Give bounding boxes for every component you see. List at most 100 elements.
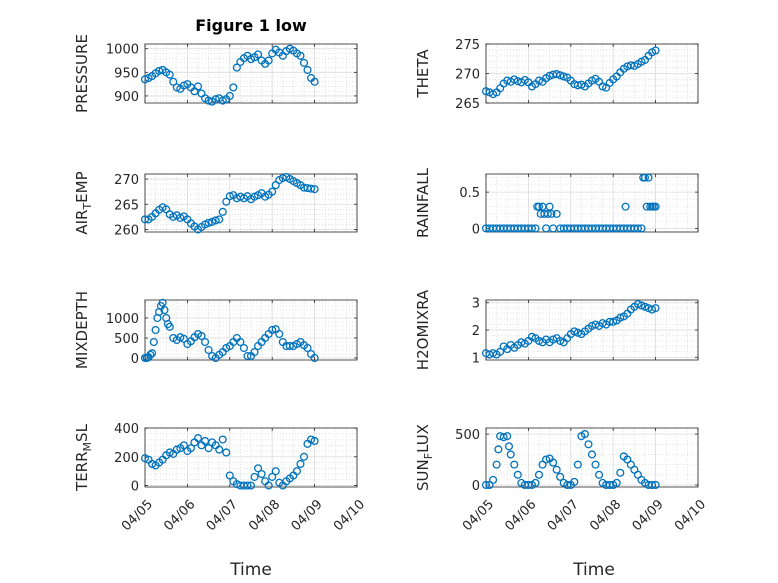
y-axis-label: PRESSURE bbox=[73, 34, 91, 113]
plot-area bbox=[145, 44, 357, 103]
data-point bbox=[172, 83, 181, 92]
data-point bbox=[310, 436, 319, 446]
data-point bbox=[598, 82, 607, 91]
data-point bbox=[549, 458, 558, 467]
data-point bbox=[543, 209, 552, 218]
data-point bbox=[140, 215, 150, 224]
data-point bbox=[307, 184, 316, 193]
data-point bbox=[225, 471, 234, 480]
plot-area bbox=[486, 174, 698, 232]
data-point bbox=[612, 478, 621, 487]
data-point bbox=[570, 327, 579, 336]
data-point bbox=[481, 480, 491, 490]
data-point bbox=[193, 434, 203, 443]
data-point bbox=[531, 478, 540, 487]
subplot-pressure: 900 950 1000 PRESSURE bbox=[73, 34, 358, 113]
x-tick-label: 04/08 bbox=[246, 497, 283, 534]
data-point bbox=[481, 87, 491, 96]
axes-frame bbox=[485, 427, 699, 488]
y-tick-label: 3 bbox=[472, 297, 480, 312]
data-point bbox=[605, 480, 614, 490]
data-point bbox=[215, 215, 224, 224]
data-point bbox=[268, 187, 277, 196]
data-point bbox=[504, 442, 514, 451]
x-tick-label: 04/07 bbox=[204, 497, 241, 534]
data-point bbox=[222, 197, 231, 206]
data-point bbox=[640, 302, 650, 311]
data-point bbox=[545, 202, 554, 211]
data-point bbox=[506, 450, 515, 459]
figure-title: Figure 1 low bbox=[195, 16, 307, 35]
data-point bbox=[268, 325, 277, 335]
x-tick-label: 04/05 bbox=[119, 497, 156, 534]
data-point bbox=[218, 207, 227, 216]
data-point bbox=[489, 475, 498, 484]
y-tick-label: 0 bbox=[472, 222, 480, 237]
data-point bbox=[563, 480, 572, 490]
data-point bbox=[556, 336, 565, 345]
data-point bbox=[151, 325, 160, 335]
data-point bbox=[552, 465, 561, 474]
x-tick-label: 04/08 bbox=[587, 497, 624, 534]
data-point bbox=[179, 441, 188, 450]
data-point bbox=[310, 353, 319, 363]
data-point bbox=[633, 224, 642, 233]
data-point bbox=[243, 351, 252, 361]
data-point bbox=[584, 440, 593, 449]
data-point bbox=[275, 329, 284, 339]
data-point bbox=[648, 480, 657, 490]
subplot-sun-flux: 0 500 04/05 04/06 04/07 04/08 04/09 04/10 SUNFLU… bbox=[414, 424, 709, 534]
data-point bbox=[299, 452, 309, 461]
data-point bbox=[621, 202, 630, 211]
data-point bbox=[160, 305, 169, 315]
data-point bbox=[250, 472, 259, 481]
x-tick-label: 04/06 bbox=[161, 497, 198, 534]
data-point bbox=[496, 347, 505, 356]
data-point bbox=[201, 337, 210, 347]
x-tick-label: 04/10 bbox=[331, 497, 368, 534]
data-point bbox=[524, 480, 533, 490]
data-point bbox=[552, 209, 561, 218]
data-point bbox=[146, 350, 155, 359]
data-point bbox=[158, 298, 167, 307]
data-point bbox=[570, 477, 579, 486]
data-point bbox=[303, 343, 312, 353]
y-tick-label: 950 bbox=[114, 66, 139, 81]
x-tick-label: 04/06 bbox=[502, 497, 539, 534]
y-axis-label: RAINFALL bbox=[414, 167, 432, 238]
data-point bbox=[547, 209, 556, 218]
data-point bbox=[271, 467, 280, 476]
y-tick-label: 1000 bbox=[106, 312, 139, 327]
data-point bbox=[232, 63, 241, 72]
data-point bbox=[616, 468, 625, 477]
data-point bbox=[531, 224, 540, 233]
x-tick-label: 04/09 bbox=[289, 497, 326, 534]
data-point bbox=[640, 173, 650, 182]
subplot-air-temp: 260 265 270 AIRTEMP bbox=[73, 171, 358, 238]
data-point bbox=[149, 337, 158, 347]
data-point bbox=[225, 91, 234, 100]
data-point bbox=[545, 71, 554, 80]
x-tick-label: 04/09 bbox=[630, 497, 667, 534]
y-axis-label: H2OMIXRA bbox=[414, 289, 432, 370]
data-point bbox=[494, 445, 503, 454]
data-point bbox=[303, 65, 312, 75]
data-point bbox=[254, 50, 263, 59]
data-point bbox=[197, 331, 206, 341]
y-axis-label: THETA bbox=[414, 49, 432, 99]
data-point bbox=[165, 70, 174, 79]
subplot-rainfall: 0 0.5 RAINFALL bbox=[414, 167, 699, 238]
y-tick-label: 2 bbox=[472, 324, 480, 339]
y-tick-label: 1000 bbox=[106, 43, 139, 58]
data-point bbox=[616, 313, 625, 322]
data-point bbox=[296, 459, 305, 469]
subplot-mixdepth: 0 500 1000 MIXDEPTH bbox=[73, 291, 358, 369]
y-tick-label: 270 bbox=[455, 68, 480, 83]
data-point bbox=[651, 46, 660, 55]
data-point bbox=[179, 81, 188, 90]
y-tick-label: 265 bbox=[455, 97, 480, 112]
data-point bbox=[542, 455, 551, 464]
y-tick-label: 500 bbox=[114, 332, 139, 347]
data-point bbox=[218, 96, 227, 105]
data-point bbox=[648, 305, 657, 314]
